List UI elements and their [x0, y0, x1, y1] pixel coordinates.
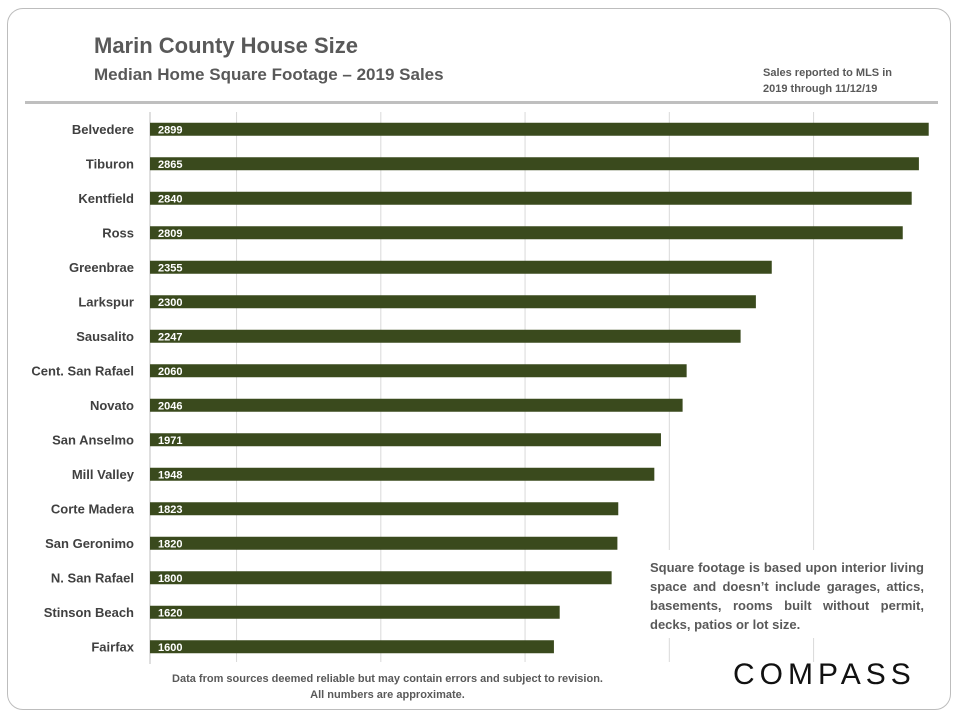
- bar: [150, 536, 618, 550]
- category-label: Tiburon: [86, 156, 134, 171]
- bar: [150, 605, 560, 619]
- data-label: 2865: [158, 159, 182, 171]
- category-label: Ross: [102, 225, 134, 240]
- data-label: 2046: [158, 400, 182, 412]
- data-label: 1600: [158, 642, 182, 654]
- source-note: Sales reported to MLS in 2019 through 11…: [763, 65, 892, 97]
- bar: [150, 122, 929, 136]
- bar: [150, 398, 683, 412]
- data-label: 2300: [158, 297, 182, 309]
- data-label: 2060: [158, 366, 182, 378]
- category-label: Kentfield: [78, 191, 134, 206]
- bar: [150, 329, 741, 343]
- data-label: 2840: [158, 193, 182, 205]
- category-label: Cent. San Rafael: [31, 363, 134, 378]
- category-label: Larkspur: [78, 294, 134, 309]
- bar: [150, 191, 912, 205]
- bar: [150, 364, 687, 378]
- disclaimer: Data from sources deemed reliable but ma…: [150, 671, 625, 703]
- data-label: 2899: [158, 124, 182, 136]
- bar: [150, 157, 919, 171]
- bar: [150, 226, 903, 240]
- category-label: N. San Rafael: [51, 570, 134, 585]
- category-label: Corte Madera: [51, 501, 135, 516]
- note-background: [640, 550, 935, 638]
- category-label: Fairfax: [91, 639, 134, 654]
- category-label: Stinson Beach: [44, 605, 134, 620]
- disclaimer-line-1: Data from sources deemed reliable but ma…: [172, 673, 603, 685]
- data-label: 1823: [158, 504, 182, 516]
- category-label: Belvedere: [72, 122, 134, 137]
- category-label: San Geronimo: [45, 536, 134, 551]
- data-label: 2355: [158, 262, 182, 274]
- data-label: 2809: [158, 228, 182, 240]
- chart-title: Marin County House Size: [94, 33, 359, 58]
- category-label: Novato: [90, 398, 134, 413]
- bar: [150, 433, 661, 447]
- header-divider: [25, 101, 938, 104]
- data-label: 1948: [158, 469, 182, 481]
- disclaimer-line-2: All numbers are approximate.: [310, 689, 465, 701]
- explanation-note: Square footage is based upon interior li…: [650, 560, 924, 632]
- source-note-line-1: Sales reported to MLS in: [763, 67, 892, 79]
- bar: [150, 640, 554, 654]
- compass-logo: COMPASS: [733, 658, 916, 691]
- slide-frame: [7, 8, 951, 710]
- data-label: 1800: [158, 573, 182, 585]
- bar: [150, 571, 612, 585]
- category-label: Mill Valley: [72, 467, 135, 482]
- bar: [150, 502, 619, 516]
- chart-subtitle: Median Home Square Footage – 2019 Sales: [94, 65, 444, 84]
- data-label: 2247: [158, 331, 182, 343]
- bar: [150, 467, 655, 481]
- data-label: 1620: [158, 607, 182, 619]
- bar: [150, 260, 772, 274]
- category-label: Greenbrae: [69, 260, 134, 275]
- bar: [150, 295, 756, 309]
- category-label: Sausalito: [76, 329, 134, 344]
- data-label: 1820: [158, 538, 182, 550]
- data-label: 1971: [158, 435, 182, 447]
- category-label: San Anselmo: [52, 432, 134, 447]
- source-note-line-2: 2019 through 11/12/19: [763, 83, 878, 95]
